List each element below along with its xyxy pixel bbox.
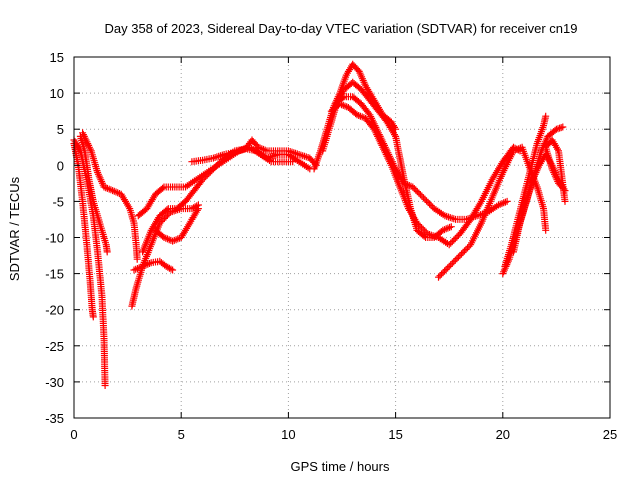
y-tick-label: -5 bbox=[52, 194, 64, 209]
series-markers bbox=[188, 136, 320, 169]
x-tick-label: 25 bbox=[603, 427, 617, 442]
series-track-17 bbox=[501, 112, 550, 270]
series-track-3 bbox=[76, 132, 111, 256]
series-markers bbox=[327, 100, 524, 249]
y-tick-label: 0 bbox=[57, 158, 64, 173]
x-tick-label: 0 bbox=[70, 427, 77, 442]
series-markers bbox=[501, 112, 550, 270]
y-tick-label: 15 bbox=[50, 50, 64, 65]
y-tick-label: -10 bbox=[45, 231, 64, 246]
series-markers bbox=[152, 205, 202, 245]
x-tick-label: 20 bbox=[496, 427, 510, 442]
data-points bbox=[70, 60, 569, 389]
x-axis-label: GPS time / hours bbox=[291, 459, 390, 474]
y-tick-label: -20 bbox=[45, 303, 64, 318]
chart-title: Day 358 of 2023, Sidereal Day-to-day VTE… bbox=[104, 21, 577, 36]
y-tick-label: -35 bbox=[45, 411, 64, 426]
axis-ticks: 0 5 10 15 20 25 -35 -30 -25 -20 -15 -10 -5 0 5 10 15 bbox=[45, 50, 617, 442]
series-track-13 bbox=[327, 100, 524, 249]
series-track-10 bbox=[188, 136, 320, 169]
y-tick-label: -30 bbox=[45, 375, 64, 390]
x-tick-label: 15 bbox=[388, 427, 402, 442]
series-markers bbox=[510, 136, 569, 256]
y-tick-label: 10 bbox=[50, 86, 64, 101]
y-tick-label: -15 bbox=[45, 267, 64, 282]
y-axis-label: SDTVAR / TECUs bbox=[7, 176, 22, 281]
x-tick-label: 10 bbox=[281, 427, 295, 442]
series-markers bbox=[79, 129, 141, 263]
y-tick-label: 5 bbox=[57, 122, 64, 137]
series-track-18 bbox=[510, 136, 569, 256]
series-markers bbox=[76, 132, 111, 256]
y-tick-label: -25 bbox=[45, 339, 64, 354]
grid-lines bbox=[74, 57, 610, 418]
series-track-4 bbox=[79, 129, 141, 263]
x-tick-label: 5 bbox=[178, 427, 185, 442]
series-track-9 bbox=[152, 205, 202, 245]
